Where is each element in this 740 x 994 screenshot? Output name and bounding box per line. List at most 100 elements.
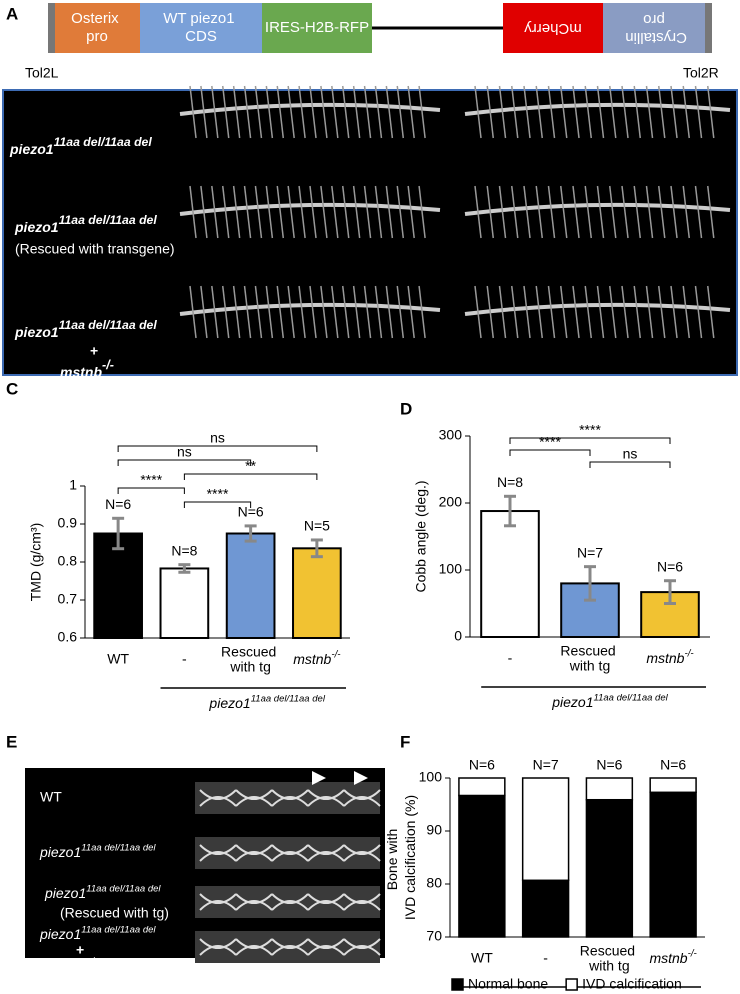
rib [418, 85, 426, 139]
spine [464, 102, 731, 116]
rib [331, 285, 339, 339]
significance-bracket [183, 501, 252, 508]
y-axis-label: TMD (g/cm³) [28, 523, 44, 602]
rib [309, 285, 317, 339]
genotype-label: piezo111aa del/11aa del [14, 318, 157, 340]
rib [498, 185, 507, 239]
x-tick-label: - [182, 651, 187, 667]
segment [140, 3, 262, 53]
significance-bracket [183, 473, 318, 480]
segment [55, 3, 140, 53]
n-label: N=6 [596, 757, 622, 773]
rib [407, 285, 415, 339]
rib [633, 185, 641, 239]
rib [682, 185, 690, 239]
rib [572, 285, 580, 339]
n-label: N=7 [577, 544, 603, 560]
end-cap [48, 3, 55, 53]
rib [584, 185, 592, 239]
rib [498, 85, 507, 139]
rib [694, 185, 703, 239]
vertebra [199, 893, 237, 911]
vertebra [235, 938, 273, 956]
rib [707, 185, 715, 239]
genotype-label: piezo111aa del/11aa del [14, 213, 157, 235]
rib [189, 185, 197, 239]
vertebra [235, 893, 273, 911]
genotype-label: piezo111aa del/11aa del [551, 692, 668, 710]
plus: + [76, 942, 84, 958]
y-axis-label: Cobb angle (deg.) [413, 480, 429, 592]
panel-label: C [6, 379, 18, 398]
rib [707, 85, 715, 139]
rib [396, 185, 405, 239]
rib [486, 185, 494, 239]
segment-label: WT piezo1 CDS [163, 10, 239, 45]
rib [694, 85, 703, 139]
rib [560, 185, 568, 239]
rib [682, 85, 690, 139]
rib [232, 285, 241, 339]
rib [200, 185, 208, 239]
row-label: WT [40, 789, 62, 805]
y-tick-label: 100 [439, 561, 463, 577]
rib [232, 185, 241, 239]
rib [352, 185, 361, 239]
vertebra [271, 938, 309, 956]
n-label: N=6 [660, 757, 686, 773]
y-tick-label: 0.8 [58, 553, 78, 569]
bar-segment [585, 798, 634, 938]
significance-label: **** [579, 422, 601, 438]
rib [670, 185, 678, 239]
genotype-label: mstnb-/- [60, 358, 114, 380]
rib [498, 285, 507, 339]
rib [232, 85, 241, 139]
bar-segment [458, 794, 506, 938]
vertebra [271, 844, 309, 862]
y-tick-label: 0.7 [58, 591, 78, 607]
bar [292, 547, 342, 640]
x-tick-label: Rescued with tg [580, 942, 639, 973]
vertebra [235, 844, 273, 862]
rib [243, 185, 252, 239]
vertebra [235, 789, 273, 807]
segment-label: mCherry [524, 20, 582, 37]
rib [189, 85, 197, 139]
rib [621, 85, 629, 139]
bar [225, 532, 276, 639]
genotype-label: piezo111aa del/11aa del [9, 135, 152, 157]
rib [385, 85, 394, 139]
spine [179, 102, 441, 116]
panel-label: F [400, 732, 410, 751]
rib [396, 85, 405, 139]
significance-bracket [117, 445, 318, 452]
rib [309, 185, 317, 239]
rib [221, 185, 230, 239]
rib [265, 85, 274, 139]
n-label: N=7 [533, 757, 559, 773]
rib [287, 185, 295, 239]
vertebra [307, 844, 345, 862]
genotype-label: piezo111aa del/11aa del [208, 693, 325, 711]
bar [480, 510, 540, 639]
y-tick-label: 90 [426, 822, 442, 838]
rib [243, 285, 252, 339]
rib [474, 185, 482, 239]
rib [276, 85, 285, 139]
vertebra [271, 789, 309, 807]
rib [189, 285, 197, 339]
rib [385, 185, 394, 239]
rib [374, 285, 383, 339]
rib [523, 285, 531, 339]
rib [633, 285, 641, 339]
rib [560, 285, 568, 339]
rib [474, 85, 482, 139]
legend-swatch [451, 978, 464, 991]
significance-label: **** [140, 472, 162, 488]
n-label: N=6 [105, 496, 131, 512]
rib [584, 85, 592, 139]
rib [407, 85, 415, 139]
significance-label: **** [539, 434, 561, 450]
x-tick-label: Rescued with tg [560, 642, 619, 673]
